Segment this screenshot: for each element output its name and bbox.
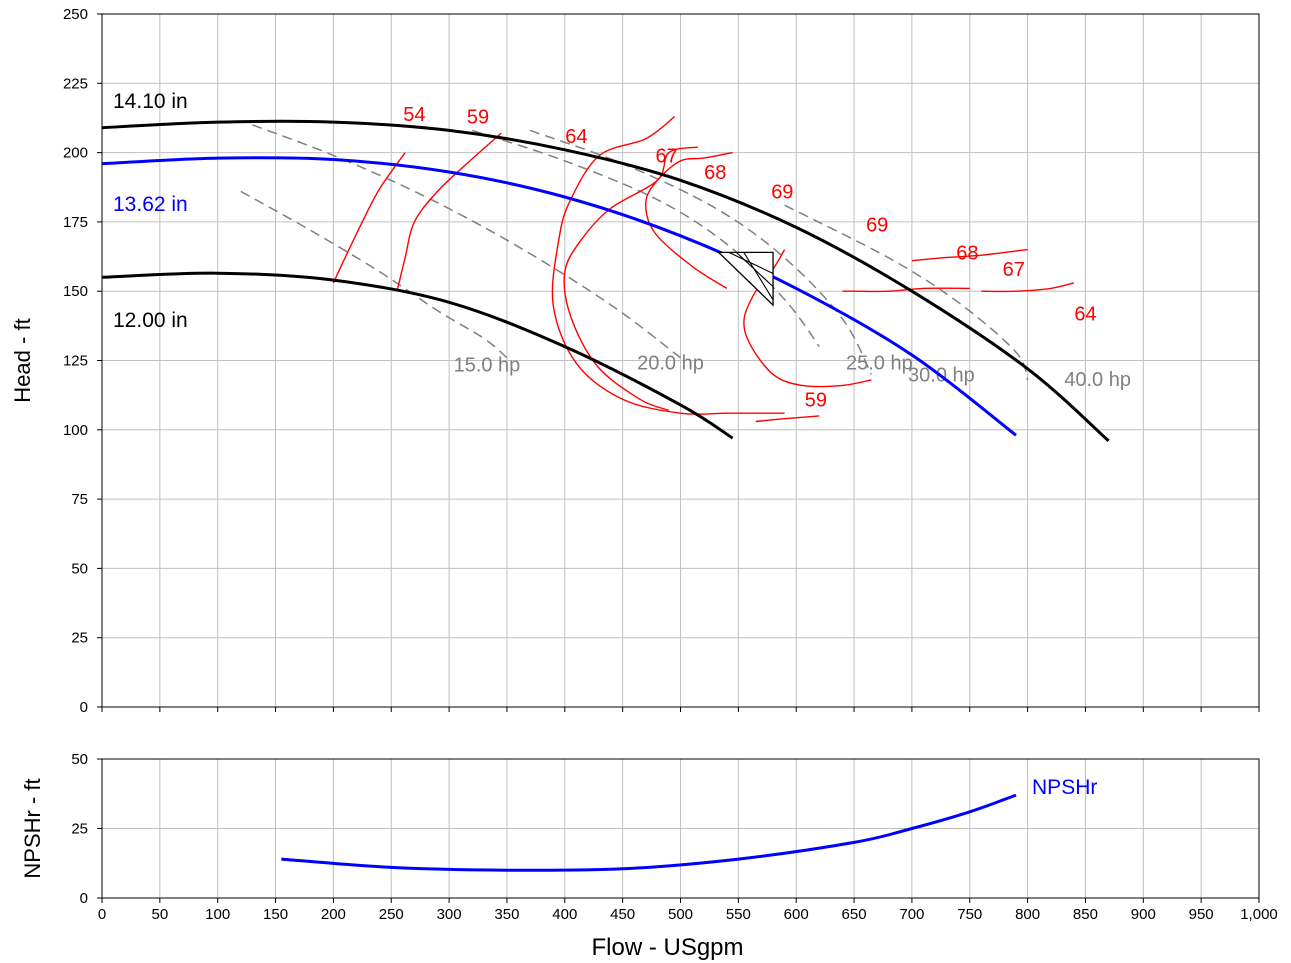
- y-tick-label: 50: [71, 751, 88, 768]
- impeller-curve: [101, 119, 1110, 443]
- x-tick-label: 700: [899, 906, 924, 923]
- head-y-axis-label: Head - ft: [10, 318, 35, 402]
- bep-marker: [717, 251, 774, 307]
- efficiency-label: 59: [805, 389, 827, 411]
- x-tick-label: 100: [205, 906, 230, 923]
- efficiency-label: 64: [565, 126, 587, 148]
- efficiency-curve: [551, 116, 785, 415]
- y-tick-label: 100: [63, 422, 88, 439]
- x-tick-label: 600: [784, 906, 809, 923]
- x-tick-label: 200: [321, 906, 346, 923]
- y-tick-label: 25: [71, 630, 88, 647]
- y-tick-label: 250: [63, 6, 88, 23]
- x-tick-label: 500: [668, 906, 693, 923]
- x-tick-label: 250: [379, 906, 404, 923]
- y-tick-label: 0: [80, 699, 88, 716]
- bep-hatch: [743, 252, 774, 301]
- npsh-y-tick-labels: 0 25 50: [71, 751, 88, 907]
- npsh-plot-frame: [101, 758, 1260, 899]
- efficiency-label: 68: [704, 162, 726, 184]
- x-axis-label: Flow - USgpm: [591, 934, 743, 961]
- x-tick-label: 950: [1189, 906, 1214, 923]
- power-curve-label: 15.0 hp: [454, 355, 521, 377]
- efficiency-label: 54: [403, 104, 425, 126]
- y-tick-label: 150: [63, 283, 88, 300]
- efficiency-label: 59: [467, 107, 489, 129]
- power-curve-label: 40.0 hp: [1064, 369, 1131, 391]
- efficiency-curve: [842, 287, 970, 293]
- x-tick-label: 450: [610, 906, 635, 923]
- efficiency-curve: [755, 415, 820, 423]
- head-y-tick-labels: 0 25 50 75 100 125 150 175 200 225 250: [63, 6, 88, 716]
- npsh-curve-label: NPSHr: [1032, 776, 1097, 799]
- head-plot-frame: [101, 13, 1260, 708]
- x-tick-label: 900: [1131, 906, 1156, 923]
- efficiency-label: 64: [1074, 303, 1096, 325]
- npsh-y-axis-label: NPSHr - ft: [20, 778, 45, 878]
- head-grid: [97, 13, 1260, 712]
- efficiency-label: 68: [956, 242, 978, 264]
- power-curve: [471, 129, 820, 348]
- npsh-plot: NPSHr 0 25 50 NPSHr - ft: [20, 751, 1260, 907]
- efficiency-curve: [911, 248, 1028, 262]
- y-tick-label: 125: [63, 353, 88, 370]
- impeller-curve: [101, 271, 734, 440]
- efficiency-curve: [563, 146, 699, 412]
- efficiency-label: 67: [1003, 259, 1025, 281]
- impeller-curve: [101, 156, 1017, 437]
- y-tick-label: 200: [63, 145, 88, 162]
- x-tick-label: 400: [552, 906, 577, 923]
- impeller-curve-label: 14.10 in: [113, 90, 188, 113]
- power-curve: [240, 190, 508, 359]
- x-tick-label: 150: [263, 906, 288, 923]
- x-tick-label: 800: [1015, 906, 1040, 923]
- efficiency-label: 69: [866, 215, 888, 237]
- curve-labels: 14.10 in 13.62 in 12.00 in: [113, 90, 188, 332]
- x-tick-label: 50: [152, 906, 169, 923]
- y-tick-label: 50: [71, 560, 88, 577]
- y-tick-label: 25: [71, 821, 88, 838]
- x-tick-label: 300: [437, 906, 462, 923]
- x-tick-labels: 0 50 100 150 200 250 300 350 400 450 500 550 600 650 7…: [98, 906, 1278, 923]
- y-tick-label: 0: [80, 890, 88, 907]
- x-tick-label: 350: [494, 906, 519, 923]
- efficiency-curve: [645, 151, 733, 289]
- power-curve-label: 25.0 hp: [846, 353, 913, 375]
- y-tick-label: 225: [63, 75, 88, 92]
- y-tick-label: 175: [63, 214, 88, 231]
- power-curve-label: 20.0 hp: [637, 353, 704, 375]
- impeller-curve-label: 12.00 in: [113, 309, 188, 332]
- npsh-series: NPSHr: [281, 776, 1097, 872]
- efficiency-curve: [396, 132, 502, 292]
- efficiency-curve: [981, 282, 1075, 293]
- efficiency-label: 67: [655, 145, 677, 167]
- bep-triangle: [717, 251, 774, 307]
- x-tick-label: 1,000: [1240, 906, 1278, 923]
- power-curve: [784, 204, 1029, 381]
- npsh-curve: [281, 793, 1017, 872]
- efficiency-curve: [332, 152, 406, 284]
- impeller-curve-label: 13.62 in: [113, 193, 188, 216]
- efficiency-curves: 54 59 64 67 68 69 69 68 67 64 59: [332, 104, 1097, 423]
- x-tick-label: 0: [98, 906, 106, 923]
- x-tick-label: 750: [957, 906, 982, 923]
- x-tick-label: 650: [842, 906, 867, 923]
- impeller-curves: [101, 119, 1110, 443]
- x-tick-label: 850: [1073, 906, 1098, 923]
- y-tick-label: 75: [71, 491, 88, 508]
- x-tick-label: 550: [726, 906, 751, 923]
- power-curve: [252, 124, 681, 359]
- efficiency-label: 69: [771, 181, 793, 203]
